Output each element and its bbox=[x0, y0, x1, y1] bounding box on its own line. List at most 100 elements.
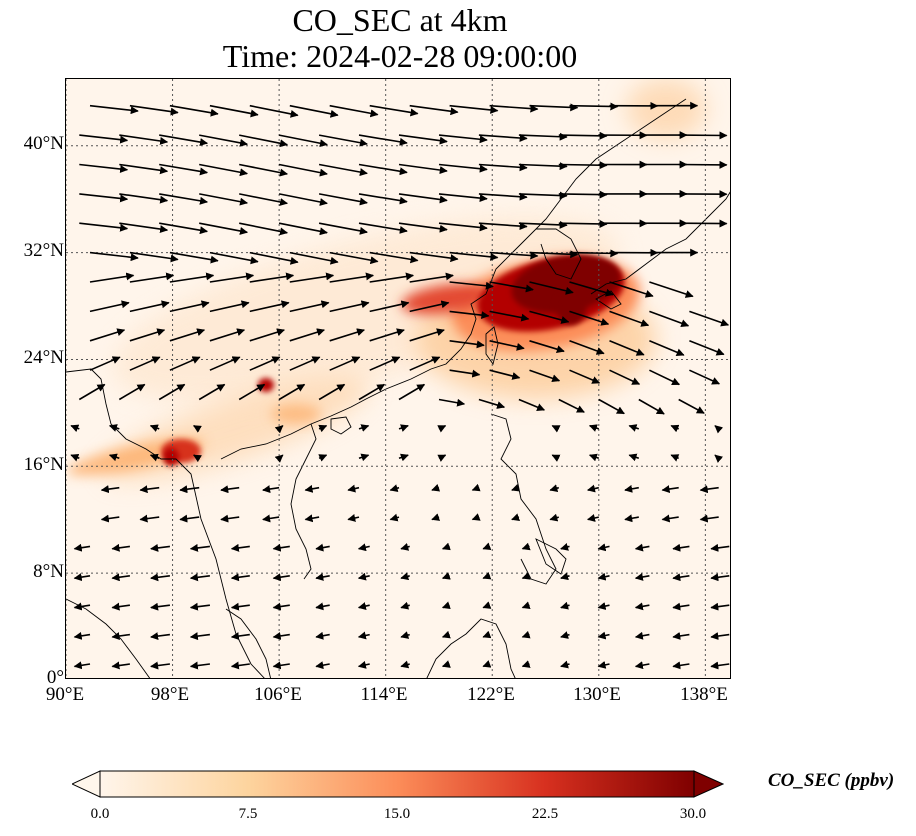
wind-arrow bbox=[318, 134, 368, 147]
wind-arrow bbox=[89, 251, 139, 262]
colorbar-label: CO_SEC (ppbv) bbox=[768, 770, 895, 791]
wind-arrow bbox=[489, 340, 525, 351]
wind-arrow bbox=[209, 356, 241, 371]
wind-arrow bbox=[189, 543, 210, 552]
wind-arrow bbox=[628, 453, 640, 462]
wind-arrow bbox=[634, 602, 650, 611]
wind-arrow bbox=[549, 513, 560, 522]
wind-arrow bbox=[199, 222, 248, 235]
wind-arrow bbox=[262, 514, 280, 523]
wind-arrow bbox=[560, 572, 570, 581]
wind-arrow bbox=[169, 328, 206, 342]
wind-arrow bbox=[73, 543, 91, 552]
wind-arrow bbox=[569, 310, 610, 326]
wind-arrow bbox=[318, 163, 368, 177]
wind-arrow bbox=[111, 543, 131, 552]
wind-arrow bbox=[238, 383, 266, 401]
wind-arrow bbox=[449, 310, 490, 320]
wind-arrow bbox=[689, 340, 725, 356]
wind-arrow bbox=[189, 632, 210, 641]
wind-arrow bbox=[624, 484, 639, 493]
wind-arrow bbox=[409, 300, 450, 313]
wind-arrow bbox=[489, 104, 539, 113]
wind-arrow bbox=[710, 573, 730, 582]
wind-arrow bbox=[409, 104, 459, 116]
wind-arrow bbox=[449, 369, 481, 378]
wind-arrow bbox=[489, 369, 521, 380]
wind-arrow bbox=[609, 281, 654, 298]
wind-arrow bbox=[239, 222, 288, 236]
wind-arrow bbox=[560, 631, 570, 639]
map-time-title: Time: 2024-02-28 09:00:00 bbox=[222, 38, 578, 74]
wind-arrow bbox=[551, 454, 561, 462]
wind-arrow bbox=[159, 193, 208, 205]
wind-arrow bbox=[357, 572, 370, 581]
wind-arrow bbox=[449, 340, 485, 349]
wind-arrow bbox=[409, 328, 445, 342]
wind-arrow bbox=[400, 572, 410, 581]
wind-arrow bbox=[672, 661, 690, 670]
wind-arrow bbox=[230, 661, 250, 670]
wind-arrow bbox=[220, 485, 240, 494]
wind-arrow bbox=[437, 454, 447, 462]
wind-arrow bbox=[272, 602, 290, 611]
wind-arrow bbox=[347, 514, 360, 522]
wind-arrow bbox=[249, 300, 290, 313]
wind-arrow bbox=[329, 328, 365, 342]
wind-arrow bbox=[560, 601, 570, 610]
wind-arrow bbox=[108, 453, 120, 462]
wind-arrow bbox=[358, 193, 408, 205]
wind-arrow bbox=[689, 369, 721, 385]
wind-arrow bbox=[129, 300, 170, 313]
wind-arrow bbox=[199, 134, 248, 147]
wind-arrow bbox=[628, 424, 640, 432]
wind-arrow bbox=[369, 251, 419, 264]
wind-arrow bbox=[672, 631, 690, 640]
wind-arrow bbox=[329, 251, 379, 265]
wind-arrow bbox=[150, 632, 171, 641]
wind-arrow bbox=[199, 163, 248, 177]
wind-arrow bbox=[189, 661, 210, 670]
wind-arrow bbox=[329, 356, 361, 371]
wind-arrow bbox=[398, 163, 448, 174]
wind-arrow bbox=[471, 483, 481, 492]
wind-arrow bbox=[347, 484, 360, 493]
wind-arrow bbox=[441, 572, 451, 580]
wind-arrow bbox=[357, 602, 370, 610]
wind-arrow bbox=[529, 340, 565, 354]
wind-arrow bbox=[398, 134, 448, 145]
wind-arrow bbox=[73, 573, 91, 582]
wind-arrow bbox=[249, 272, 295, 283]
wind-arrow bbox=[159, 222, 208, 235]
lon-tick-label: 138°E bbox=[680, 684, 728, 705]
wind-arrow bbox=[714, 425, 724, 434]
wind-arrow bbox=[150, 661, 171, 670]
wind-arrow bbox=[529, 250, 579, 259]
lon-tick-label: 98°E bbox=[150, 684, 190, 705]
colorbar-tick-label: 7.5 bbox=[238, 806, 258, 822]
wind-arrow bbox=[569, 369, 601, 384]
wind-arrow bbox=[441, 660, 451, 668]
wind-arrow bbox=[272, 573, 290, 582]
wind-arrow bbox=[518, 162, 568, 171]
wind-arrow bbox=[672, 602, 690, 611]
wind-arrow bbox=[318, 454, 328, 462]
colorbar-max-extend bbox=[693, 770, 724, 798]
colorbar-gradient bbox=[99, 770, 695, 798]
wind-arrow bbox=[609, 310, 650, 327]
wind-arrow bbox=[159, 163, 208, 176]
wind-arrow bbox=[209, 272, 255, 283]
wind-arrow bbox=[449, 281, 494, 290]
wind-arrow bbox=[139, 485, 160, 494]
wind-arrow bbox=[438, 193, 488, 203]
wind-arrow bbox=[289, 251, 339, 265]
wind-arrow bbox=[597, 572, 610, 581]
lon-tick-label: 114°E bbox=[360, 684, 408, 705]
wind-arrow bbox=[529, 369, 561, 383]
wind-arrow bbox=[478, 192, 528, 201]
wind-arrow bbox=[111, 632, 131, 640]
wind-arrow bbox=[315, 602, 330, 611]
wind-arrow bbox=[482, 601, 492, 609]
wind-arrow bbox=[100, 485, 120, 494]
wind-arrow bbox=[689, 310, 730, 327]
